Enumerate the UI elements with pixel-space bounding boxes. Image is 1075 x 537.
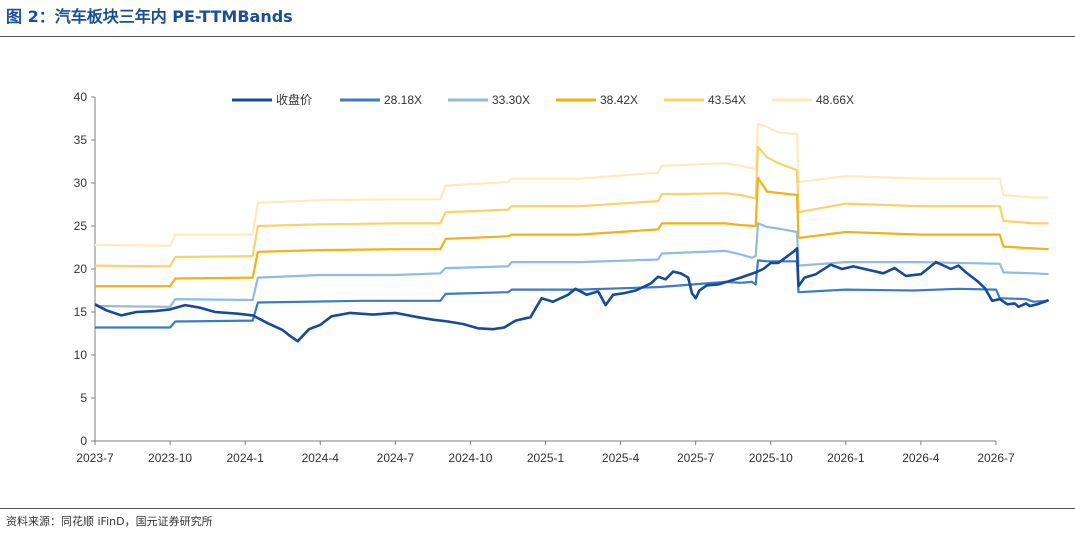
x-tick-label: 2025-1 [527, 451, 565, 465]
x-tick-label: 2026-1 [827, 451, 865, 465]
series-line-5 [94, 122, 1049, 247]
series-line-4 [94, 145, 1049, 268]
title-divider [0, 36, 1075, 37]
chart-axes: 0 5 10 15 20 25 30 35 40 2023-7 2023-10 2024-1 2024-… [74, 90, 1015, 465]
y-tick-label: 35 [74, 133, 88, 147]
y-tick-label: 5 [80, 391, 87, 405]
legend-label: 48.66X [816, 93, 854, 107]
legend-label: 33.30X [492, 93, 530, 107]
source-note: 资料来源：同花顺 iFinD，国元证券研究所 [6, 515, 213, 528]
legend-label: 收盘价 [276, 92, 312, 107]
x-tick-label: 2025-7 [677, 451, 715, 465]
series-line-2 [94, 222, 1049, 308]
x-tick-label: 2024-4 [302, 451, 340, 465]
y-tick-label: 0 [80, 434, 87, 448]
x-tick-label: 2024-1 [226, 451, 264, 465]
x-tick-label: 2026-4 [902, 451, 940, 465]
x-tick-label: 2025-4 [602, 451, 640, 465]
x-tick-label: 2025-10 [749, 451, 793, 465]
legend-label: 38.42X [600, 93, 638, 107]
chart-lines [94, 122, 1050, 343]
series-line-1 [95, 259, 1049, 329]
y-tick-label: 40 [74, 90, 88, 104]
x-tick-label: 2024-10 [448, 451, 492, 465]
y-tick-label: 20 [74, 262, 88, 276]
series-line-0 [94, 247, 1050, 343]
x-tick-label: 2023-7 [76, 451, 114, 465]
series-line-3 [95, 176, 1049, 288]
y-tick-label: 25 [74, 219, 88, 233]
source-divider [0, 508, 1075, 509]
x-tick-label: 2026-7 [977, 451, 1015, 465]
x-tick-label: 2023-10 [148, 451, 192, 465]
y-tick-label: 10 [74, 348, 88, 362]
y-tick-label: 30 [74, 176, 88, 190]
pe-band-chart: 0 5 10 15 20 25 30 35 40 2023-7 2023-10 2024-1 2024-… [74, 90, 1050, 465]
chart-legend: 收盘价 28.18X 33.30X 38.42X 43.54X 48.66X [232, 92, 854, 107]
page-title: 图 2：汽车板块三年内 PE-TTMBands [6, 7, 293, 26]
x-tick-label: 2024-7 [377, 451, 415, 465]
y-tick-label: 15 [74, 305, 88, 319]
legend-label: 43.54X [708, 93, 746, 107]
legend-label: 28.18X [384, 93, 422, 107]
